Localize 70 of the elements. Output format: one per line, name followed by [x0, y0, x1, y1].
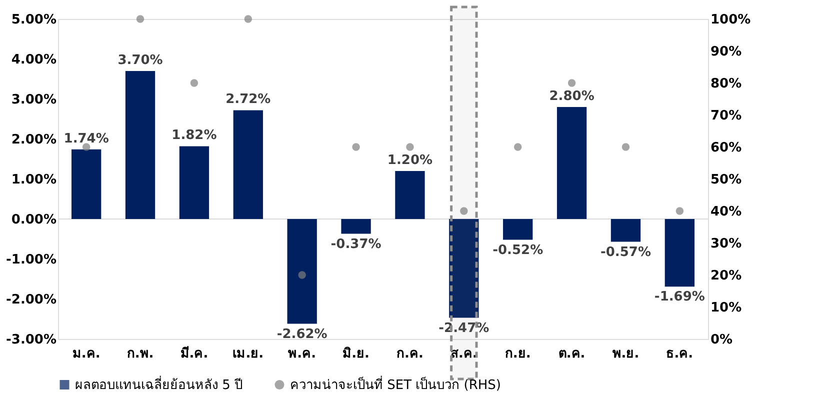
- y2-tick-label: 70%: [710, 108, 742, 124]
- legend-label: ผลตอบแทนเฉลี่ยย้อนหลัง 5 ปี: [75, 376, 243, 393]
- y2-tick-label: 20%: [710, 268, 742, 284]
- point: [136, 15, 144, 23]
- data-label: -2.47%: [438, 320, 490, 336]
- x-tick-label: ม.ค.: [72, 346, 100, 362]
- x-tick-label: ธ.ค.: [666, 346, 694, 362]
- x-tick-label: พ.ย.: [612, 346, 640, 362]
- bar: [341, 219, 371, 234]
- point: [352, 143, 360, 151]
- x-tick-label: ต.ค.: [558, 346, 586, 362]
- bar: [125, 71, 156, 219]
- data-label: -1.69%: [654, 290, 705, 305]
- data-label: -0.37%: [330, 236, 382, 252]
- data-label: 1.82%: [172, 128, 217, 144]
- x-tick-label: ก.พ.: [126, 346, 154, 362]
- x-tick-label: มิ.ย.: [342, 346, 370, 362]
- bar: [71, 149, 102, 219]
- point: [568, 79, 576, 87]
- y2-tick-label: 40%: [710, 204, 742, 220]
- y-tick-label: 5.00%: [11, 12, 56, 28]
- y-tick-label: -1.00%: [6, 252, 56, 268]
- data-label: 3.70%: [118, 53, 163, 68]
- y2-tick-label: 100%: [710, 12, 751, 28]
- y-tick-label: 0.00%: [11, 212, 56, 228]
- y2-tick-label: 90%: [710, 44, 742, 60]
- point: [82, 143, 90, 151]
- point: [460, 207, 468, 215]
- y-tick-label: -3.00%: [6, 332, 56, 348]
- point: [298, 271, 306, 279]
- bar: [179, 146, 210, 219]
- y2-tick-label: 60%: [710, 140, 742, 156]
- data-label: -0.57%: [600, 244, 651, 260]
- y-tick-label: 4.00%: [11, 52, 56, 68]
- point: [514, 143, 522, 151]
- x-tick-label: พ.ค.: [288, 346, 316, 362]
- bar: [287, 219, 317, 324]
- legend-label: ความน่าจะเป็นที่ SET เป็นบวก (RHS): [290, 374, 502, 393]
- point: [406, 143, 414, 151]
- bar: [449, 219, 479, 318]
- x-tick-label: ก.ค.: [396, 346, 424, 362]
- y2-tick-label: 10%: [710, 300, 742, 316]
- y-tick-label: -2.00%: [6, 292, 56, 308]
- x-tick-label: ก.ย.: [504, 346, 531, 362]
- data-label: 2.72%: [226, 92, 271, 108]
- bar: [610, 219, 641, 242]
- bar: [395, 171, 425, 219]
- y-tick-label: 2.00%: [11, 132, 56, 148]
- point: [244, 15, 252, 23]
- bar: [664, 219, 695, 287]
- bar: [503, 219, 533, 240]
- data-label: -0.52%: [492, 242, 544, 258]
- point: [190, 79, 198, 87]
- y2-tick-label: 80%: [710, 76, 742, 92]
- bar: [233, 110, 263, 219]
- data-label: 1.20%: [387, 153, 433, 168]
- point: [676, 207, 684, 215]
- y2-tick-label: 30%: [710, 236, 742, 252]
- y-tick-label: 3.00%: [11, 92, 56, 108]
- x-tick-label: มี.ค.: [180, 346, 208, 362]
- point: [622, 143, 630, 151]
- data-label: 1.74%: [64, 131, 109, 146]
- y2-tick-label: 50%: [710, 172, 742, 188]
- bar: [556, 107, 587, 219]
- y2-tick-label: 0%: [710, 332, 733, 348]
- data-label: -2.62%: [276, 326, 328, 342]
- y-tick-label: 1.00%: [11, 172, 56, 188]
- x-tick-label: ส.ค.: [450, 346, 478, 362]
- data-label: 2.80%: [549, 89, 594, 104]
- x-tick-label: เม.ย.: [232, 346, 264, 362]
